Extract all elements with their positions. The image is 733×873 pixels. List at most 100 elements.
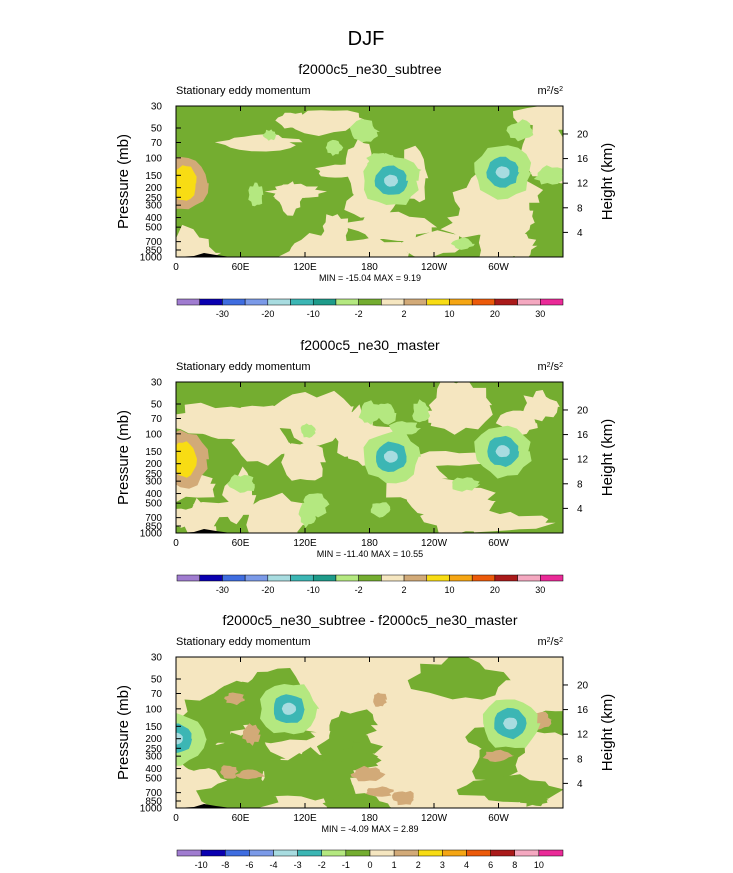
colorbar-label: 10 — [444, 585, 454, 595]
x-tick-label: 0 — [173, 813, 179, 824]
contour-region — [523, 390, 560, 422]
topography — [176, 529, 231, 533]
contour-core-mid — [176, 723, 193, 753]
colorbar-label: -10 — [307, 585, 320, 595]
colorbar-swatch — [418, 849, 443, 857]
colorbar-swatch — [538, 849, 564, 857]
contour-region — [246, 492, 308, 533]
colorbar-swatch — [471, 298, 496, 306]
height-tick-label: 4 — [577, 228, 583, 239]
contour-region — [520, 793, 549, 807]
contour-core-inner — [281, 702, 297, 715]
contour-region — [392, 790, 414, 806]
y-tick-label: 150 — [145, 447, 162, 458]
x-tick-label: 60W — [488, 262, 509, 273]
y-tick-label: 100 — [145, 704, 162, 715]
colorbar-swatch — [540, 298, 564, 306]
height-tick-label: 4 — [577, 504, 583, 515]
minmax-label: MIN = -11.40 MAX = 10.55 — [317, 549, 423, 559]
contour-region — [227, 474, 255, 493]
colorbar-label: -8 — [221, 860, 229, 870]
colorbar-swatch — [225, 849, 250, 857]
colorbar-swatch — [176, 574, 200, 582]
contour-region — [412, 407, 481, 424]
contour-core-inner — [176, 165, 197, 201]
x-tick-label: 180 — [361, 262, 378, 273]
colorbar-label: -3 — [294, 860, 302, 870]
colorbar-swatch — [176, 298, 200, 306]
y-tick-label: 300 — [145, 752, 162, 763]
contour-region — [365, 786, 394, 797]
height-axis-label: Height (km) — [599, 143, 616, 221]
colorbar-swatch — [312, 298, 337, 306]
colorbar-swatch — [517, 298, 541, 306]
contour-region — [275, 112, 308, 129]
height-tick-label: 16 — [577, 154, 589, 165]
colorbar-swatch — [267, 574, 291, 582]
x-tick-label: 120E — [293, 262, 317, 273]
x-tick-label: 60E — [232, 813, 250, 824]
y-tick-label: 850 — [145, 246, 162, 257]
y-tick-label: 50 — [151, 674, 163, 685]
colorbar-swatch — [345, 849, 371, 857]
y-tick-label: 200 — [145, 183, 162, 194]
contour-field — [176, 382, 563, 533]
contour-region — [302, 493, 330, 518]
colorbar-swatch — [442, 849, 467, 857]
colorbar-swatch — [449, 574, 473, 582]
colorbar-swatch — [244, 574, 269, 582]
contour-region — [220, 765, 239, 779]
colorbar-swatch — [312, 574, 337, 582]
colorbar-swatch — [490, 849, 515, 857]
y-tick-label: 400 — [145, 489, 162, 500]
panel-left-label: Stationary eddy momentum — [176, 85, 311, 97]
contour-region — [329, 709, 378, 743]
contour-region — [345, 211, 438, 242]
panel-title: f2000c5_ne30_master — [300, 337, 440, 353]
colorbar-label: 0 — [367, 860, 372, 870]
colorbar-label: -10 — [307, 309, 320, 319]
colorbar-label: -30 — [216, 585, 229, 595]
colorbar-swatch — [249, 849, 274, 857]
y-tick-label: 30 — [151, 102, 163, 113]
height-tick-label: 4 — [577, 779, 583, 790]
contour-region — [196, 780, 279, 808]
contour-region — [322, 793, 392, 808]
colorbar-swatch — [494, 574, 518, 582]
x-tick-label: 0 — [173, 538, 179, 549]
contour-region — [300, 423, 317, 438]
x-tick-label: 60W — [488, 813, 509, 824]
panel-3: f2000c5_ne30_subtree - f2000c5_ne30_mast… — [115, 612, 616, 870]
contour-region — [289, 110, 369, 136]
colorbar-label: 30 — [535, 309, 545, 319]
colorbar-swatch — [517, 574, 541, 582]
y-axis-label: Pressure (mb) — [115, 685, 132, 780]
x-tick-label: 180 — [361, 538, 378, 549]
colorbar-label: -30 — [216, 309, 229, 319]
contour-region — [281, 441, 326, 481]
colorbar-swatch — [290, 298, 314, 306]
colorbar-swatch — [321, 849, 347, 857]
colorbar-swatch — [222, 574, 246, 582]
contour-region — [323, 400, 358, 433]
contour-region — [242, 723, 261, 746]
colorbar-swatch — [514, 849, 540, 857]
y-tick-label: 150 — [145, 722, 162, 733]
colorbar-label: 30 — [535, 585, 545, 595]
contour-region — [325, 139, 344, 156]
contour-core-inner — [495, 166, 510, 179]
y-tick-label: 400 — [145, 764, 162, 775]
colorbar-swatch — [199, 298, 223, 306]
height-tick-label: 16 — [577, 705, 589, 716]
colorbar-label: 20 — [490, 309, 500, 319]
y-tick-label: 70 — [151, 414, 163, 425]
contour-core-inner — [384, 174, 399, 187]
y-tick-label: 50 — [151, 399, 163, 410]
y-tick-label: 200 — [145, 734, 162, 745]
colorbar-swatch — [222, 298, 246, 306]
contour-region — [440, 205, 523, 238]
colorbar-label: 3 — [440, 860, 445, 870]
y-axis-label: Pressure (mb) — [115, 134, 132, 229]
contour-region — [520, 128, 563, 178]
